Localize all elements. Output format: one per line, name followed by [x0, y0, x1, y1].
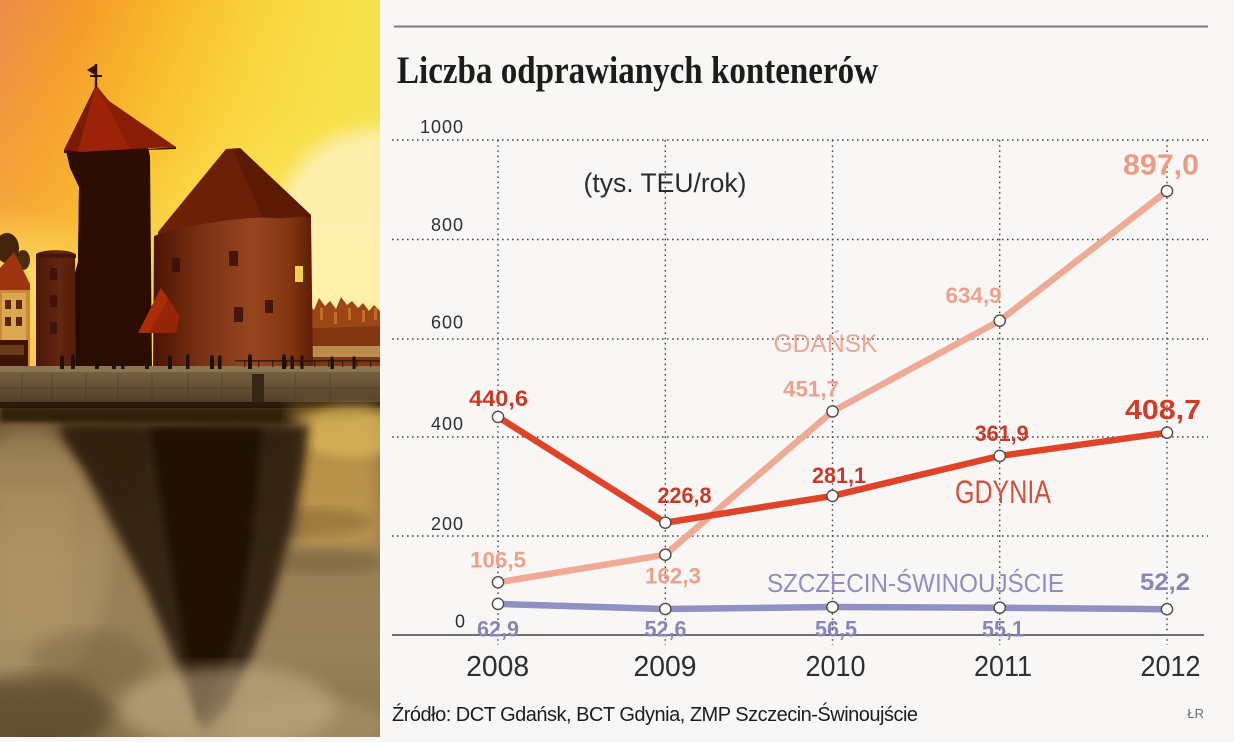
svg-text:62,9: 62,9 — [477, 617, 519, 642]
svg-text:GDAŃSK: GDAŃSK — [774, 329, 878, 358]
svg-text:281,1: 281,1 — [812, 463, 866, 488]
svg-text:2011: 2011 — [974, 651, 1032, 683]
svg-text:400: 400 — [431, 414, 464, 434]
svg-text:0: 0 — [455, 612, 466, 632]
svg-text:ŁR: ŁR — [1187, 706, 1204, 721]
svg-text:2009: 2009 — [634, 651, 697, 683]
svg-text:200: 200 — [431, 514, 464, 534]
svg-text:897,0: 897,0 — [1123, 150, 1199, 182]
svg-text:(tys. TEU/rok): (tys. TEU/rok) — [584, 168, 747, 198]
svg-text:440,6: 440,6 — [469, 386, 528, 411]
svg-text:52,2: 52,2 — [1140, 569, 1190, 596]
svg-text:800: 800 — [431, 215, 464, 235]
svg-text:Źródło: DCT Gdańsk, BCT Gdynia: Źródło: DCT Gdańsk, BCT Gdynia, ZMP Szcz… — [392, 702, 918, 726]
svg-text:361,9: 361,9 — [975, 421, 1029, 446]
svg-text:Liczba odprawianych kontenerów: Liczba odprawianych kontenerów — [397, 49, 878, 92]
svg-text:162,3: 162,3 — [645, 564, 701, 589]
svg-text:SZCZECIN-ŚWINOUJŚCIE: SZCZECIN-ŚWINOUJŚCIE — [767, 568, 1064, 598]
svg-text:1000: 1000 — [420, 117, 464, 137]
svg-text:55,1: 55,1 — [982, 617, 1024, 642]
svg-text:634,9: 634,9 — [946, 283, 1002, 308]
svg-text:2010: 2010 — [806, 651, 866, 683]
svg-text:52,6: 52,6 — [645, 617, 687, 642]
svg-text:226,8: 226,8 — [658, 483, 712, 508]
svg-text:408,7: 408,7 — [1125, 394, 1201, 425]
svg-text:GDYNIA: GDYNIA — [955, 474, 1052, 510]
svg-text:451,7: 451,7 — [783, 377, 839, 402]
svg-text:2008: 2008 — [466, 651, 529, 683]
svg-text:2012: 2012 — [1141, 651, 1201, 683]
svg-text:56,5: 56,5 — [815, 617, 857, 642]
svg-text:106,5: 106,5 — [470, 548, 526, 573]
svg-text:600: 600 — [431, 313, 464, 333]
